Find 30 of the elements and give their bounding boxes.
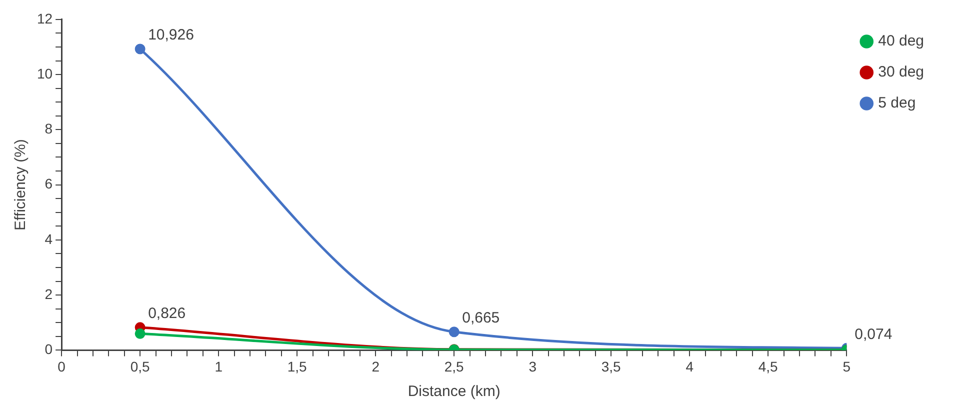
y-tick-label: 6 bbox=[44, 176, 53, 192]
point bbox=[134, 44, 146, 54]
y-tick-label: 12 bbox=[36, 10, 53, 26]
x-tick-label: 2 bbox=[372, 358, 380, 374]
legend-label: 5 deg bbox=[878, 94, 916, 112]
data-label: 0,074 bbox=[854, 326, 892, 343]
x-tick-label: 3,5 bbox=[601, 358, 622, 374]
y-tick-label: 0 bbox=[44, 341, 53, 358]
x-tick-label: 0 bbox=[58, 358, 66, 374]
x-tick-label: 2,5 bbox=[444, 358, 464, 374]
x-axis-title: Distance (km) bbox=[408, 383, 500, 400]
data-label: 10,926 bbox=[148, 26, 194, 44]
y-axis-title: Efficiency (%) bbox=[12, 139, 30, 231]
point bbox=[448, 326, 460, 338]
x-tick-label: 4 bbox=[686, 358, 694, 374]
legend-label: 40 deg bbox=[878, 32, 924, 50]
x-tick-label: 1,5 bbox=[287, 358, 308, 374]
x-tick-label: 4,5 bbox=[758, 358, 778, 374]
legend-label: 30 deg bbox=[878, 64, 924, 81]
x-tick-label: 1 bbox=[214, 358, 223, 374]
data-label: 0,665 bbox=[462, 310, 500, 327]
y-tick-label: 4 bbox=[44, 230, 53, 247]
y-tick-label: 10 bbox=[36, 65, 53, 82]
x-tick-label: 3 bbox=[528, 358, 537, 374]
y-tick-label: 8 bbox=[44, 120, 53, 137]
point bbox=[134, 328, 146, 339]
data-label: 0,826 bbox=[148, 305, 186, 322]
x-tick-label: 5 bbox=[842, 358, 851, 374]
x-tick-label: 0,5 bbox=[130, 358, 150, 374]
y-tick-label: 2 bbox=[44, 286, 53, 302]
